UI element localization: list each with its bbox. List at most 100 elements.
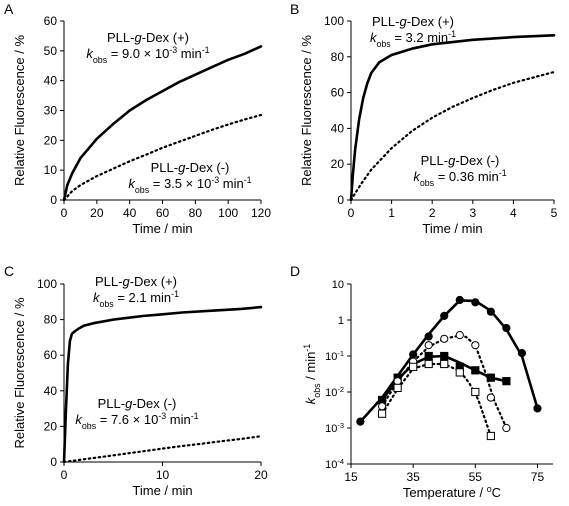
- y-tick-label: 10-1: [325, 349, 344, 364]
- y-tick-label: 60: [44, 348, 58, 362]
- kobs-annotation: kobs = 3.2 min-1: [370, 29, 456, 49]
- kobs-annotation: kobs = 2.1 min-1: [93, 289, 179, 309]
- series-line-1: [62, 45, 263, 202]
- series-line-1: [62, 305, 263, 464]
- series-line-1: [358, 299, 539, 424]
- x-tick-label: 55: [469, 470, 483, 484]
- x-tick-label: 0: [61, 206, 68, 220]
- y-tick-label: 100: [324, 14, 344, 28]
- y-tick-label: 10: [44, 163, 58, 177]
- series-line-2: [62, 435, 263, 464]
- x-axis-label: Temperature / oC: [403, 484, 501, 500]
- x-tick-label: 120: [251, 206, 271, 220]
- y-tick-label: 20: [331, 157, 345, 171]
- data-point: [455, 368, 464, 377]
- data-point: [502, 323, 511, 333]
- data-point: [486, 373, 495, 382]
- x-tick-label: 0: [348, 206, 355, 220]
- data-point: [409, 362, 418, 371]
- y-tick-label: 30: [44, 104, 58, 118]
- y-tick-label: 10-4: [325, 457, 344, 472]
- panel-c: C 0 20 40 60 80 100 0 10 20 Time / min Relative Flu…: [4, 263, 268, 498]
- x-tick-label: 40: [123, 206, 137, 220]
- data-point: [533, 404, 542, 413]
- y-tick-label: 50: [44, 44, 58, 58]
- y-tick-label: 20: [44, 133, 58, 147]
- series-line-2: [62, 113, 263, 202]
- x-axis-label: Time / min: [132, 483, 192, 498]
- y-axis-label: Relative Fluorescence / %: [299, 35, 314, 186]
- y-tick-label: 60: [44, 14, 58, 28]
- x-tick-label: 10: [156, 468, 170, 482]
- x-tick-label: 80: [189, 206, 203, 220]
- data-point: [517, 349, 527, 358]
- data-point: [502, 423, 511, 433]
- y-tick-label: 0: [337, 193, 344, 207]
- series-line-1: [349, 33, 556, 202]
- data-point: [455, 295, 464, 305]
- data-point: [393, 383, 402, 392]
- series-line-2: [349, 70, 556, 202]
- x-axis-label: Time / min: [132, 221, 192, 236]
- x-tick-label: 5: [551, 206, 558, 220]
- kobs-annotation: kobs = 0.36 min-1: [413, 168, 506, 188]
- data-point: [440, 311, 449, 320]
- series-annotation: PLL-g-Dex (-): [151, 160, 230, 175]
- y-tick-label: 0: [50, 193, 57, 207]
- data-point: [502, 377, 511, 386]
- data-point: [424, 341, 433, 350]
- data-point: [455, 331, 464, 340]
- panel-letter: D: [290, 263, 300, 279]
- y-tick-label: 10-2: [325, 385, 344, 400]
- kobs-annotation: kobs = 9.0 × 10-3 min-1: [86, 45, 209, 65]
- x-tick-label: 2: [429, 206, 436, 220]
- y-tick-label: 10: [332, 279, 344, 291]
- panel-d: D 10-4 10-3 10-2 10-1 1 10 15 35 55 75 Temperature …: [290, 263, 553, 500]
- panel-letter: A: [4, 1, 14, 17]
- x-tick-label: 60: [156, 206, 170, 220]
- kobs-annotation: kobs = 3.5 × 10-3 min-1: [128, 175, 251, 195]
- y-tick-label: 1: [338, 315, 344, 327]
- data-point: [486, 393, 495, 402]
- data-point: [440, 334, 449, 343]
- data-point: [409, 350, 418, 359]
- x-tick-label: 35: [406, 470, 420, 484]
- data-point: [471, 298, 480, 307]
- data-point: [424, 332, 433, 341]
- x-axis-label: Time / min: [422, 221, 482, 236]
- x-tick-label: 75: [531, 470, 545, 484]
- series-annotation: PLL-g-Dex (+): [372, 14, 454, 29]
- y-axis-label: kobs / min-1: [302, 344, 322, 404]
- series-annotation: PLL-g-Dex (+): [107, 30, 189, 45]
- y-tick-label: 40: [331, 121, 345, 135]
- data-point: [471, 366, 480, 375]
- y-tick-label: 40: [44, 384, 58, 398]
- data-point: [440, 351, 449, 361]
- data-point: [424, 359, 433, 369]
- x-tick-label: 15: [344, 470, 358, 484]
- panel-b: B 0 20 40 60 80 100 0 1 2 3 4 5 Time / min Relative Fl…: [290, 1, 558, 236]
- y-tick-label: 10-3: [325, 421, 344, 436]
- y-tick-label: 100: [37, 277, 57, 291]
- x-tick-label: 20: [90, 206, 104, 220]
- series-annotation: PLL-g-Dex (+): [95, 274, 177, 289]
- y-tick-label: 60: [331, 86, 345, 100]
- x-tick-label: 3: [469, 206, 476, 220]
- x-tick-label: 1: [388, 206, 395, 220]
- panel-letter: B: [290, 1, 299, 17]
- y-tick-label: 80: [44, 313, 58, 327]
- series-annotation: PLL-g-Dex (-): [98, 396, 177, 411]
- y-tick-label: 40: [44, 74, 58, 88]
- panel-a: A 0 10 20 30 40 50 60 0 20 40 60 80 100 120 Time / min R…: [4, 1, 271, 236]
- data-point: [486, 307, 495, 316]
- y-axis-label: Relative Fluorescence / %: [12, 297, 27, 448]
- data-point: [486, 431, 495, 441]
- y-tick-label: 80: [331, 50, 345, 64]
- y-axis-label: Relative Fluorescence / %: [12, 35, 27, 186]
- data-point: [471, 387, 480, 397]
- data-point: [424, 351, 433, 361]
- data-point: [440, 359, 449, 369]
- x-tick-label: 0: [61, 468, 68, 482]
- data-point: [471, 341, 480, 350]
